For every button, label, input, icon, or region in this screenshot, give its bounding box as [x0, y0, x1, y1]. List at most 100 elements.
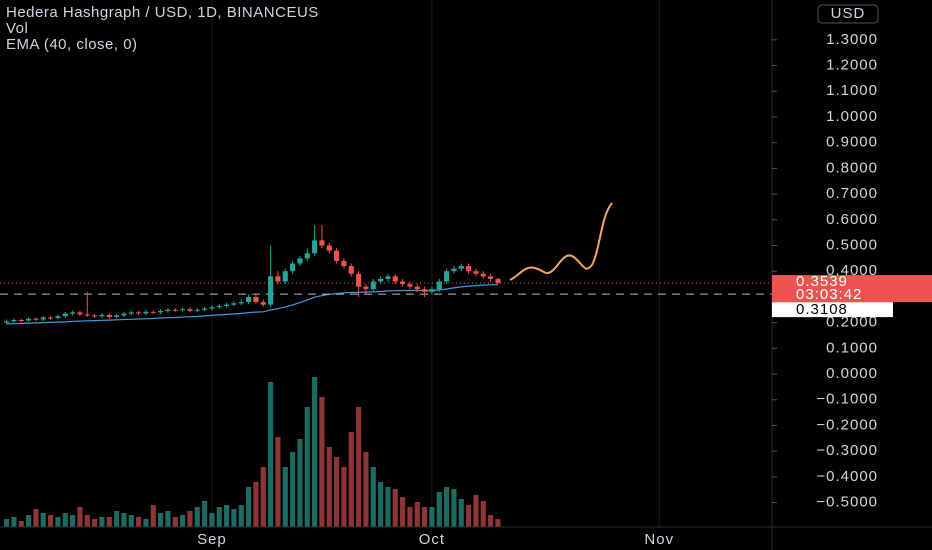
candle-body — [341, 260, 347, 267]
candle-body — [172, 309, 178, 311]
y-tick-label: −0.4000 — [816, 468, 878, 485]
y-tick-label: −0.1000 — [816, 391, 878, 408]
candle-body — [143, 311, 149, 314]
ema-line — [6, 284, 498, 325]
candle-body — [407, 284, 413, 287]
candle-body — [70, 312, 76, 314]
volume-bar — [429, 507, 435, 527]
candle-body — [414, 286, 420, 290]
volume-bar — [26, 515, 32, 527]
candle-body — [216, 305, 222, 308]
volume-bar — [422, 507, 428, 527]
volume-bar — [275, 437, 281, 527]
y-tick-label: 0.8000 — [826, 159, 878, 176]
volume-bar — [114, 511, 120, 527]
y-tick-label: 0.1000 — [826, 339, 878, 356]
candle-body — [385, 276, 391, 279]
volume-bar — [172, 517, 178, 527]
volume-bar — [194, 507, 200, 527]
volume-bar — [165, 511, 171, 527]
reference-badge — [772, 302, 893, 318]
volume-bar — [400, 497, 406, 527]
candle-body — [40, 317, 46, 320]
volume-bar — [378, 482, 384, 527]
candle-body — [312, 240, 318, 254]
volume-bar — [370, 467, 376, 527]
candle-body — [55, 316, 61, 318]
candle-body — [77, 312, 83, 315]
volume-bar — [18, 521, 24, 527]
volume-bar — [70, 515, 76, 527]
candle-body — [466, 266, 472, 272]
candle-body — [473, 271, 479, 274]
y-tick-label: 0.4000 — [826, 262, 878, 279]
volume-bar — [444, 487, 450, 527]
reference-label: 0.3108 — [796, 301, 848, 318]
candle-body — [480, 273, 486, 277]
candle-body — [458, 266, 464, 269]
volume-bar — [238, 505, 244, 527]
candle-body — [334, 250, 340, 261]
y-tick-label: 1.1000 — [826, 82, 878, 99]
volume-bar — [466, 505, 472, 527]
y-tick-label: 0.0000 — [826, 365, 878, 382]
volume-bar — [4, 519, 10, 527]
candle-body — [370, 281, 376, 290]
y-tick-label: 1.0000 — [826, 108, 878, 125]
candle-body — [11, 320, 17, 322]
candle-body — [348, 266, 354, 274]
volume-bar — [348, 432, 354, 527]
y-tick-label: −0.2000 — [816, 416, 878, 433]
candle-body — [136, 312, 142, 314]
candle-body — [451, 268, 457, 272]
candle-body — [92, 315, 98, 317]
candle-body — [356, 273, 362, 287]
candle-body — [26, 318, 32, 321]
volume-bar — [473, 495, 479, 527]
volume-bar — [128, 515, 134, 527]
volume-bar — [341, 467, 347, 527]
candle-body — [290, 263, 296, 272]
candle-body — [246, 296, 252, 303]
volume-bar — [150, 505, 156, 527]
y-tick-label: 0.9000 — [826, 134, 878, 151]
candle-body — [275, 276, 281, 282]
candle-body — [18, 320, 24, 322]
volume-bar — [209, 513, 215, 527]
y-tick-label: −0.5000 — [816, 494, 878, 511]
y-tick-label: 0.7000 — [826, 185, 878, 202]
candle-body — [62, 313, 68, 317]
candle-body — [84, 314, 90, 316]
y-tick-label: 1.3000 — [826, 31, 878, 48]
currency-label[interactable]: USD — [831, 5, 866, 22]
volume-bar — [282, 467, 288, 527]
candle-body — [319, 240, 325, 246]
volume-bar — [187, 511, 193, 527]
volume-bar — [290, 452, 296, 527]
volume-bar — [55, 517, 61, 527]
volume-bar — [180, 515, 186, 527]
volume-bar — [40, 513, 46, 527]
last-price-label: 0.3539 — [796, 273, 848, 290]
volume-bar — [260, 467, 266, 527]
candle-body — [238, 302, 244, 304]
volume-bar — [216, 507, 222, 527]
candle-body — [378, 278, 384, 282]
volume-bar — [480, 501, 486, 527]
volume-bar — [231, 509, 237, 527]
candle-body — [429, 289, 435, 292]
candle-body — [158, 311, 164, 313]
candle-body — [114, 315, 120, 317]
volume-bar — [253, 482, 259, 527]
candle-body — [444, 271, 450, 282]
candle-body — [400, 281, 406, 285]
candle-body — [128, 312, 134, 314]
volume-bar — [48, 515, 54, 527]
volume-bar — [11, 517, 17, 527]
x-tick-label: Oct — [419, 531, 445, 548]
currency-badge[interactable] — [817, 4, 879, 24]
candle-body — [180, 309, 186, 311]
candle-body — [48, 317, 54, 319]
volume-bar — [202, 501, 208, 527]
